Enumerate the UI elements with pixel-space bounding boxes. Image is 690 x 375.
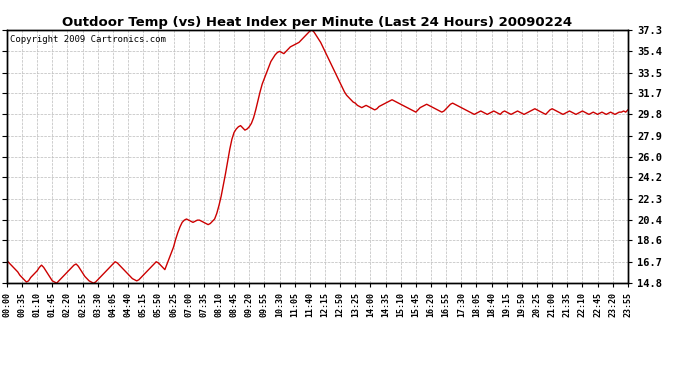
Text: Copyright 2009 Cartronics.com: Copyright 2009 Cartronics.com	[10, 35, 166, 44]
Title: Outdoor Temp (vs) Heat Index per Minute (Last 24 Hours) 20090224: Outdoor Temp (vs) Heat Index per Minute …	[62, 16, 573, 29]
